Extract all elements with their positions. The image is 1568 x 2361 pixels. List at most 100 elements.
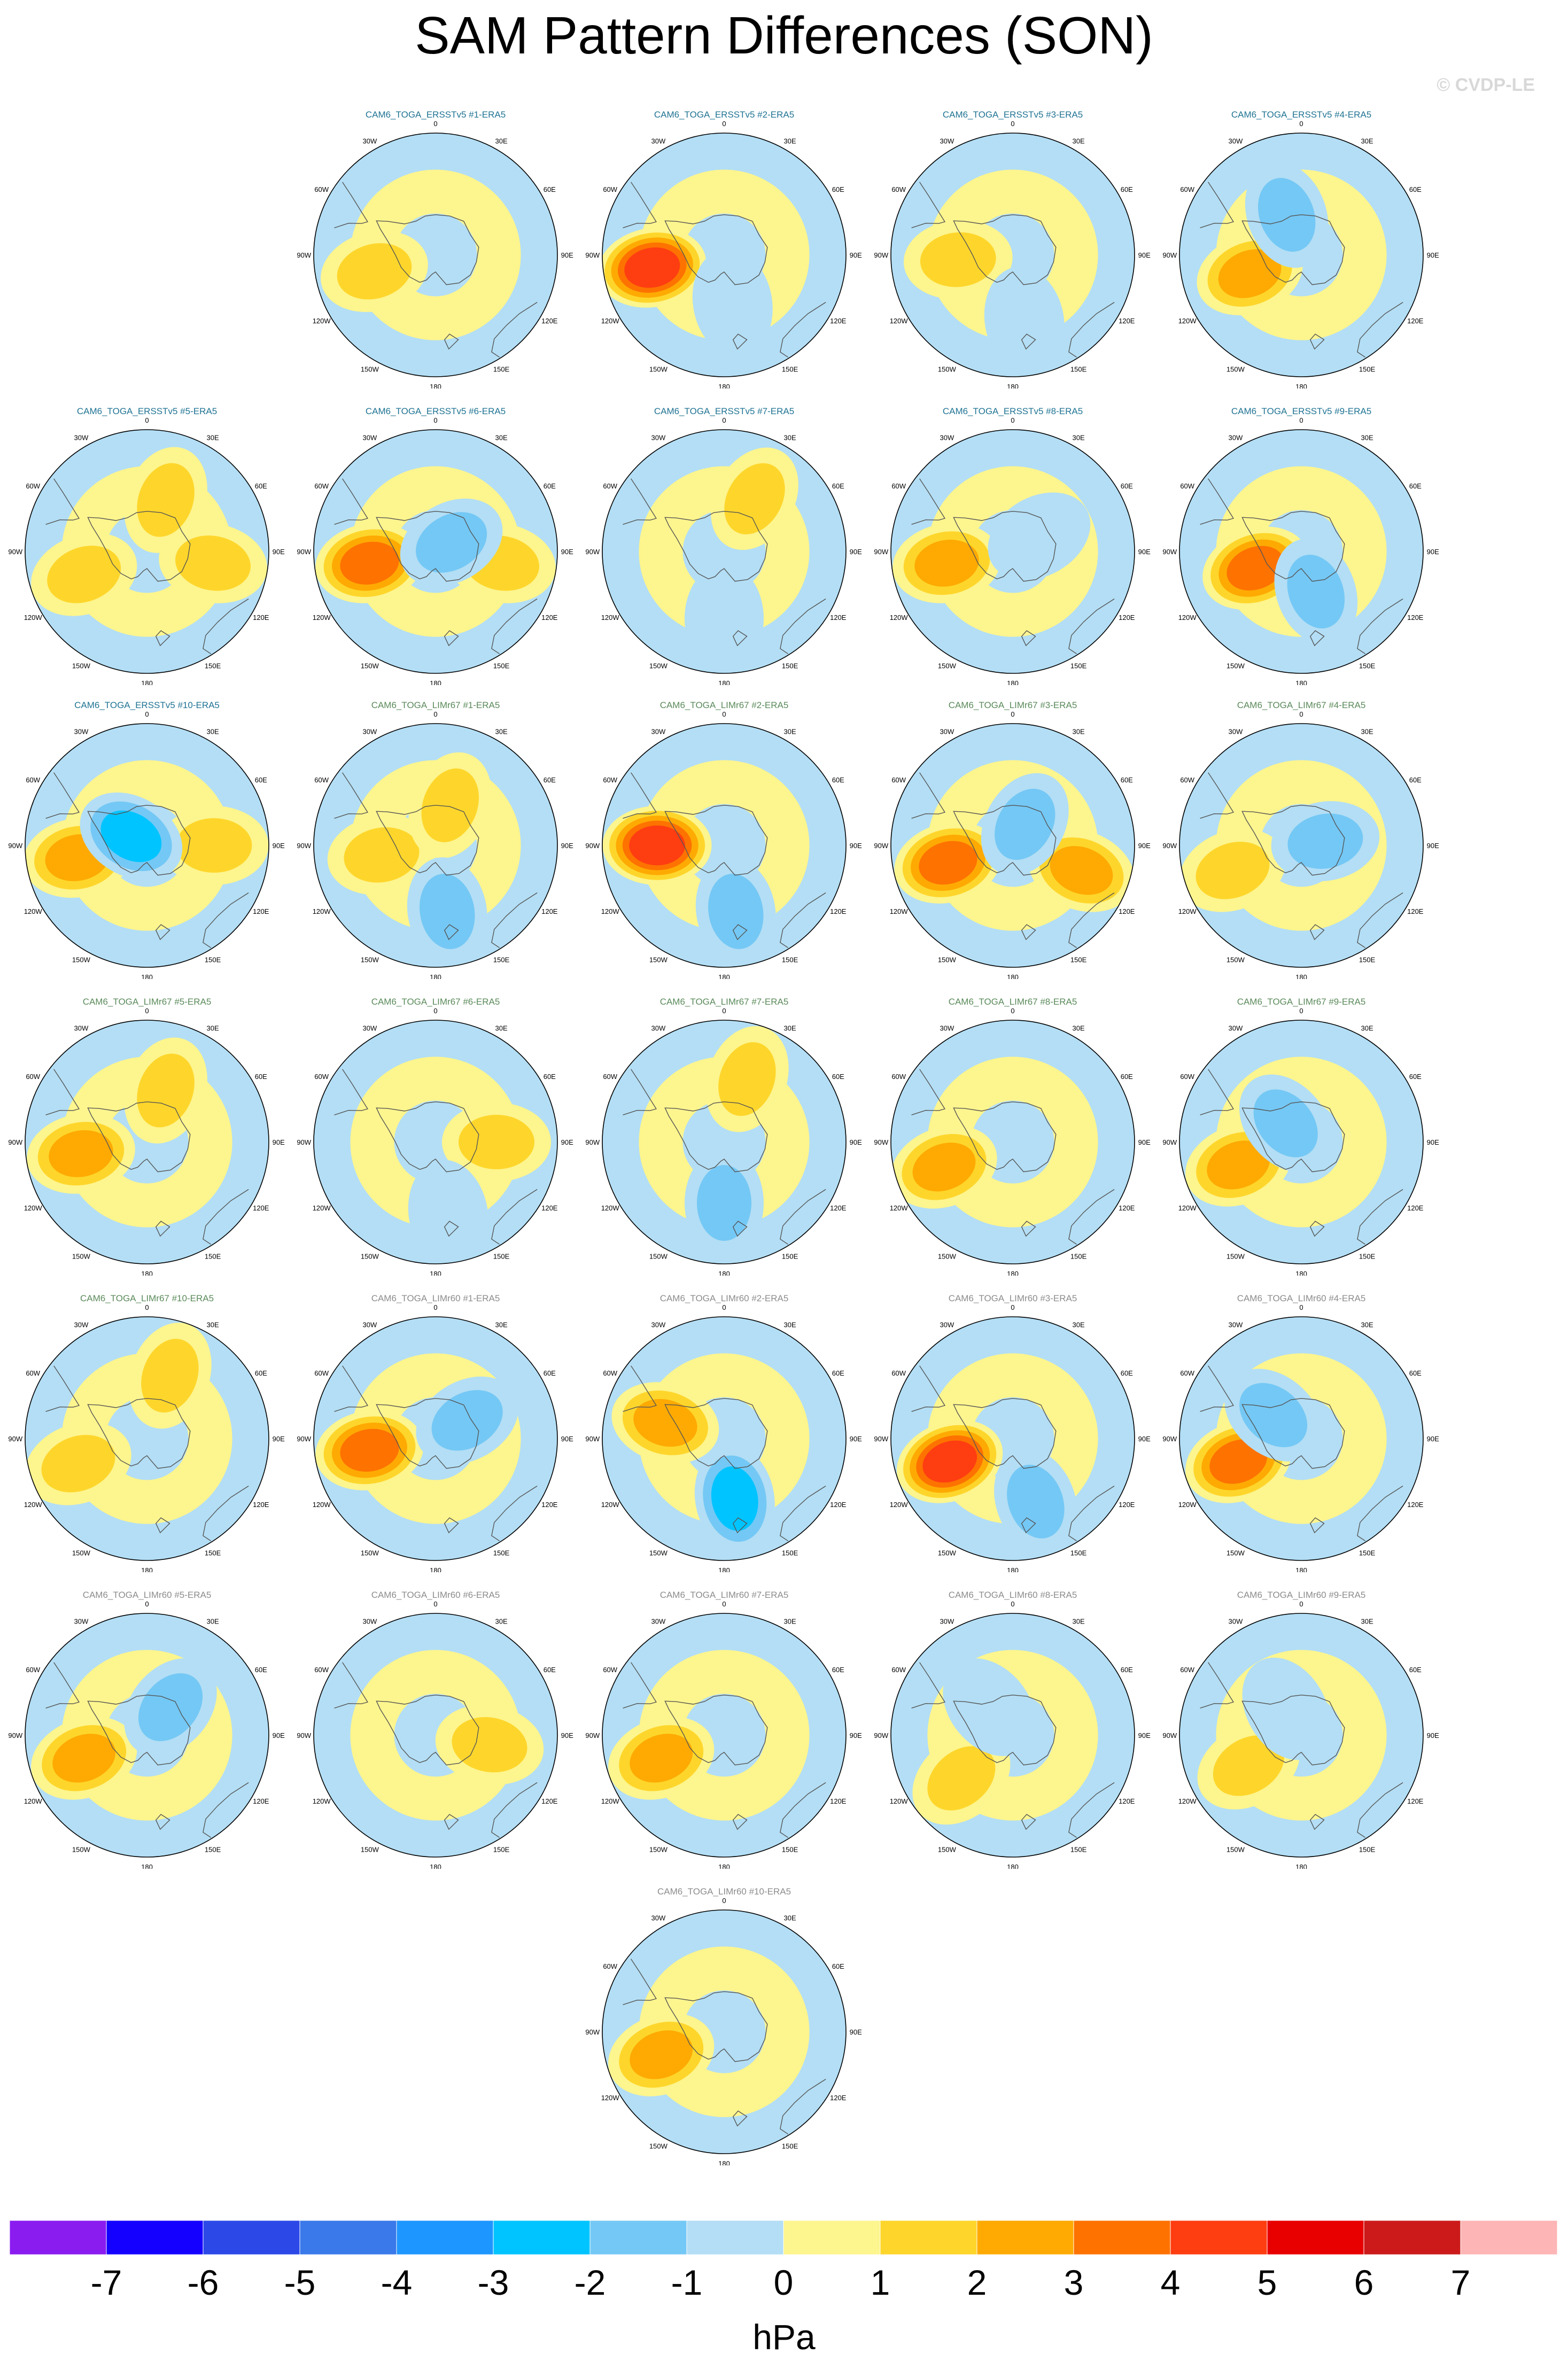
longitude-label: 120E <box>1119 1204 1135 1212</box>
map-border <box>890 1316 1135 1561</box>
coastline <box>1021 1814 1036 1830</box>
anomaly-contour <box>340 541 399 585</box>
map-border <box>602 1613 847 1858</box>
longitude-label: 120E <box>541 317 558 325</box>
longitude-label: 30W <box>940 1321 954 1329</box>
longitude-label: 120W <box>313 317 331 325</box>
polar-map: 0 30E 60E 90E 120E 150E 180 150W 120W 90W 60W 30W <box>585 418 862 685</box>
map-border <box>890 723 1135 968</box>
coastline <box>664 1101 768 1172</box>
coastline <box>1309 924 1325 941</box>
longitude-label: 150W <box>1227 1252 1245 1260</box>
longitude-label: 30E <box>1361 434 1373 442</box>
longitude-label: 90E <box>1138 1435 1151 1443</box>
longitude-label: 30E <box>784 434 796 442</box>
longitude-label: 60W <box>891 1369 906 1377</box>
longitude-label: 120E <box>541 1204 558 1212</box>
longitude-label: 60E <box>1409 185 1422 193</box>
polar-map: 0 30E 60E 90E 120E 150E 180 150W 120W 90W 60W 30W <box>297 712 573 979</box>
longitude-label: 30E <box>495 1321 508 1329</box>
longitude-label: 90W <box>1162 1435 1177 1443</box>
polar-map: 0 30E 60E 90E 120E 150E 180 150W 120W 90W 60W 30W <box>1162 712 1439 979</box>
longitude-label: 120E <box>830 317 847 325</box>
longitude-label: 90W <box>8 1731 22 1739</box>
polar-map: 0 30E 60E 90E 120E 150E 180 150W 120W 90W 60W 30W <box>1162 1305 1439 1572</box>
longitude-label: 60W <box>1180 776 1194 784</box>
coastline <box>376 511 479 582</box>
longitude-label: 90E <box>1427 548 1439 556</box>
longitude-label: 30E <box>207 1024 219 1032</box>
map-panel: CAM6_TOGA_LIMr60 #2-ERA5 0 30E 60E 90E 120E 15… <box>580 1293 868 1572</box>
map-border <box>1179 133 1424 377</box>
longitude-label: 0 <box>1299 712 1303 718</box>
map-panel: CAM6_TOGA_ERSSTv5 #2-ERA5 0 30E 60E 90E 120E 1… <box>580 110 868 389</box>
anomaly-contour <box>995 788 1055 860</box>
longitude-label: 120W <box>313 1797 331 1805</box>
longitude-label: 30E <box>1073 434 1085 442</box>
longitude-label: 120E <box>1407 1204 1424 1212</box>
polar-map: 0 30E 60E 90E 120E 150E 180 150W 120W 90W 60W 30W <box>874 418 1151 685</box>
longitude-label: 60W <box>1180 482 1194 490</box>
coastline <box>1068 599 1115 654</box>
map-panel: CAM6_TOGA_LIMr67 #7-ERA5 0 30E 60E 90E 120E 15… <box>580 997 868 1276</box>
longitude-label: 0 <box>145 1305 149 1311</box>
longitude-label: 150W <box>938 1252 957 1260</box>
longitude-label: 30W <box>1229 137 1243 145</box>
longitude-label: 60W <box>26 776 40 784</box>
longitude-label: 120E <box>541 613 558 622</box>
longitude-label: 90E <box>850 2028 862 2036</box>
anomaly-contour <box>1287 555 1345 628</box>
map-panel: CAM6_TOGA_LIMr67 #2-ERA5 0 30E 60E 90E 120E 15… <box>580 700 868 979</box>
coastline <box>911 772 945 819</box>
longitude-label: 60E <box>1121 776 1133 784</box>
longitude-label: 120E <box>253 1501 269 1509</box>
anomaly-contour <box>988 492 1091 580</box>
panel-title: CAM6_TOGA_ERSSTv5 #2-ERA5 <box>654 110 795 120</box>
anomaly-contour <box>420 874 475 949</box>
longitude-label: 30E <box>1361 1321 1373 1329</box>
polar-map: 0 30E 60E 90E 120E 150E 180 150W 120W 90W 60W 30W <box>585 1898 862 2165</box>
longitude-label: 90E <box>1138 1138 1151 1146</box>
longitude-label: 30W <box>363 1024 377 1032</box>
coastline <box>334 772 368 819</box>
panel-title: CAM6_TOGA_LIMr67 #5-ERA5 <box>82 997 212 1007</box>
map-panel: CAM6_TOGA_ERSSTv5 #10-ERA5 0 30E 60E 90E 120E… <box>3 700 291 979</box>
longitude-label: 120W <box>601 1501 620 1509</box>
map-border <box>313 723 558 968</box>
longitude-label: 0 <box>722 1898 726 1905</box>
anomaly-contour <box>629 825 686 866</box>
longitude-label: 180 <box>430 1863 441 1869</box>
anomaly-contour <box>919 841 977 885</box>
longitude-label: 30E <box>495 1618 508 1626</box>
longitude-label: 0 <box>1011 1602 1014 1608</box>
longitude-label: 60W <box>1180 185 1194 193</box>
longitude-label: 180 <box>1007 973 1019 979</box>
longitude-label: 60W <box>314 1666 329 1674</box>
longitude-label: 30W <box>74 1618 89 1626</box>
longitude-label: 120E <box>253 613 269 622</box>
coastline <box>491 1782 538 1838</box>
longitude-label: 180 <box>141 1863 153 1869</box>
longitude-label: 120E <box>830 1501 847 1509</box>
longitude-label: 120W <box>1178 1204 1197 1212</box>
longitude-label: 120W <box>601 2094 620 2102</box>
map-border <box>1179 1316 1424 1561</box>
longitude-label: 60W <box>314 482 329 490</box>
longitude-label: 150E <box>205 1252 221 1260</box>
longitude-label: 60W <box>1180 1666 1194 1674</box>
longitude-label: 120E <box>541 907 558 915</box>
longitude-label: 90E <box>1427 1435 1439 1443</box>
anomaly-contour <box>175 535 251 591</box>
longitude-label: 30E <box>495 1024 508 1032</box>
longitude-label: 0 <box>433 121 437 128</box>
anomaly-contour <box>1213 1735 1284 1796</box>
longitude-label: 90W <box>8 1138 22 1146</box>
map-border <box>602 723 847 968</box>
coastline <box>732 1517 748 1534</box>
panel-title: CAM6_TOGA_ERSSTv5 #1-ERA5 <box>365 110 506 120</box>
longitude-label: 60W <box>891 1073 906 1081</box>
longitude-label: 120W <box>313 907 331 915</box>
longitude-label: 30E <box>784 728 796 736</box>
longitude-label: 60E <box>832 1666 844 1674</box>
coastline <box>623 1365 657 1412</box>
